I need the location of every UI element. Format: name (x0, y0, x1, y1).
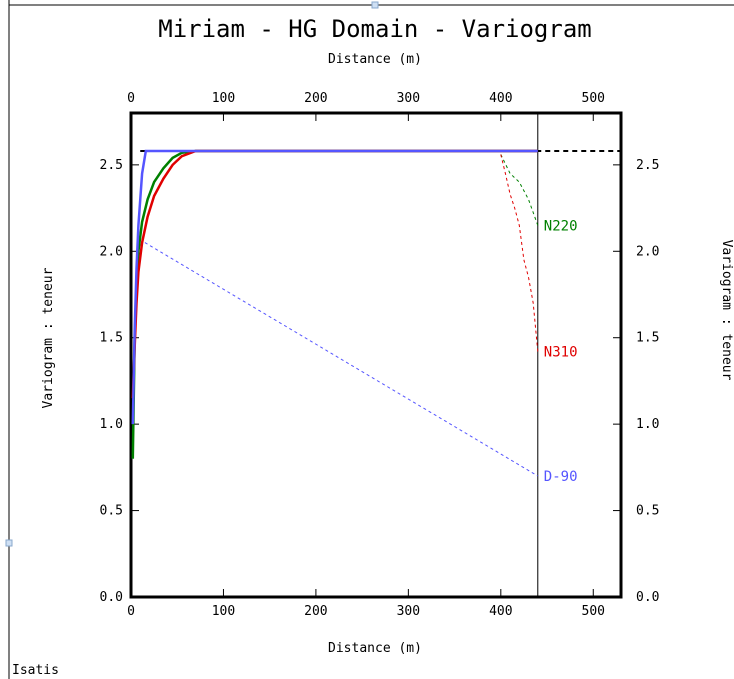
y-axis-label-left: Variogram : teneur (41, 267, 56, 408)
direction-label-n220: N220 (544, 218, 578, 234)
y-tick-label-left: 0.5 (100, 504, 123, 519)
x-tick-label-top: 500 (582, 91, 605, 106)
y-tick-label-right: 0.5 (636, 504, 659, 519)
chart-title: Miriam - HG Domain - Variogram (158, 15, 591, 43)
x-tick-label-top: 300 (397, 91, 420, 106)
x-tick-label-bottom: 200 (304, 604, 327, 619)
x-axis-label-bottom: Distance (m) (328, 641, 422, 656)
experimental-line-d-90 (144, 242, 539, 477)
software-footer: Isatis (12, 663, 59, 678)
plot-frame (129, 111, 623, 599)
x-tick-label-bottom: 300 (397, 604, 420, 619)
y-tick-label-left: 2.0 (100, 244, 123, 259)
x-tick-label-bottom: 400 (489, 604, 512, 619)
x-tick-label-bottom: 0 (127, 604, 135, 619)
direction-label-d-90: D-90 (544, 469, 578, 485)
y-tick-label-right: 2.0 (636, 244, 659, 259)
y-tick-label-left: 1.0 (100, 417, 123, 432)
x-tick-label-top: 0 (127, 91, 135, 106)
resize-handle-left[interactable] (5, 539, 13, 547)
experimental-line-n220 (500, 154, 539, 226)
x-tick-label-top: 400 (489, 91, 512, 106)
model-line-n310 (131, 149, 538, 399)
y-tick-label-right: 2.5 (636, 158, 659, 173)
plot-area: 0 0 100 100 200 200 300 300 400 400 500 500 0.0 0.0 0.… (100, 91, 660, 619)
y-axis-label-right: Variogram : teneur (719, 240, 734, 381)
x-tick-label-bottom: 100 (212, 604, 235, 619)
model-line-n220 (131, 149, 538, 459)
y-tick-label-left: 1.5 (100, 331, 123, 346)
x-axis-label-top: Distance (m) (328, 52, 422, 67)
model-line-d-90 (131, 149, 538, 425)
y-tick-label-right: 1.5 (636, 331, 659, 346)
y-tick-label-left: 2.5 (100, 158, 123, 173)
resize-handle-top[interactable] (371, 1, 379, 9)
experimental-line-n310 (500, 154, 539, 352)
y-tick-label-right: 1.0 (636, 417, 659, 432)
y-tick-label-right: 0.0 (636, 590, 659, 605)
x-tick-label-top: 100 (212, 91, 235, 106)
x-tick-label-bottom: 500 (582, 604, 605, 619)
x-tick-label-top: 200 (304, 91, 327, 106)
y-tick-label-left: 0.0 (100, 590, 123, 605)
direction-label-n310: N310 (544, 345, 578, 361)
